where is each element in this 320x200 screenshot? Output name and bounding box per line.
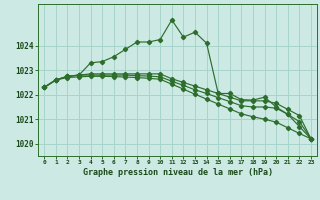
- X-axis label: Graphe pression niveau de la mer (hPa): Graphe pression niveau de la mer (hPa): [83, 168, 273, 177]
